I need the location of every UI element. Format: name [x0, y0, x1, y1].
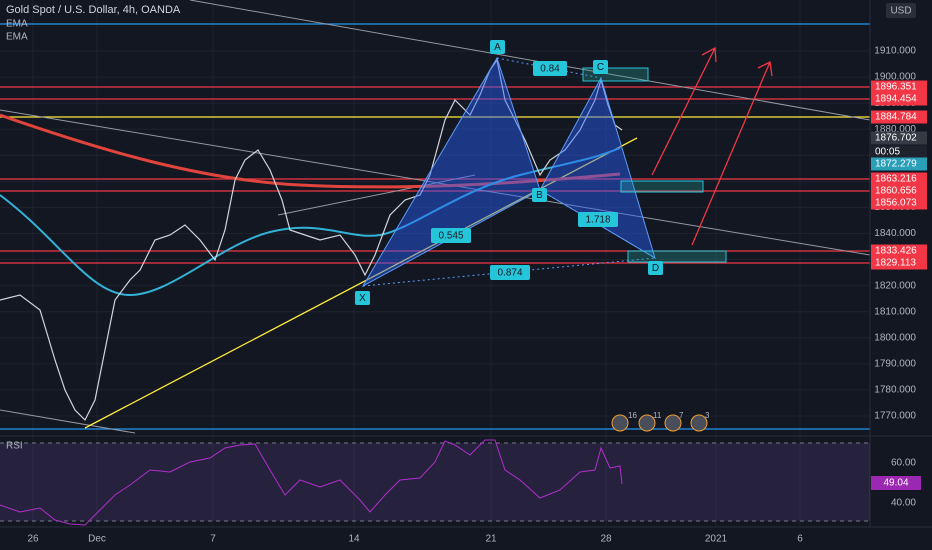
- price-label-box: [871, 145, 927, 159]
- time-ticks: 26 Dec 7 14 21 28 2021 6: [27, 534, 803, 545]
- time-tick: Dec: [88, 534, 106, 545]
- event-count: 16: [628, 411, 637, 420]
- events: 16 11 7 3: [611, 411, 710, 432]
- ema-slow: [0, 113, 621, 189]
- trend-line: [84, 137, 638, 429]
- price-label-box: [871, 256, 927, 270]
- price-label: 1829.113: [875, 258, 916, 269]
- rsi-value-box: [871, 476, 921, 490]
- price-tick: 1880.000: [874, 124, 916, 135]
- point-label: A: [494, 42, 501, 53]
- ratio-labels: 0.84 0.545 1.718 0.874: [431, 61, 618, 280]
- price-tick: 1810.000: [874, 306, 916, 317]
- time-tick: 6: [797, 534, 803, 545]
- price-tick: 1790.000: [874, 358, 916, 369]
- price-line: [0, 58, 623, 422]
- rsi-band: [0, 443, 870, 521]
- ratio-label: 1.718: [585, 215, 610, 226]
- price-label-box: [871, 172, 927, 186]
- time-tick: 28: [600, 534, 612, 545]
- event-count: 3: [705, 411, 710, 420]
- price-label: 1863.216: [875, 174, 917, 185]
- projection-arrows: [651, 46, 773, 246]
- price-label-box: [871, 131, 927, 145]
- price-label: 1833.426: [875, 246, 917, 257]
- ratio-label: 0.874: [497, 268, 522, 279]
- ratio-label: 0.545: [438, 231, 463, 242]
- price-label: 1894.454: [875, 94, 917, 105]
- price-label: 1876.702: [875, 133, 917, 144]
- price-tick: 1900.000: [874, 72, 916, 83]
- point-label: X: [359, 293, 366, 304]
- time-tick: 14: [348, 534, 360, 545]
- point-label: B: [536, 190, 543, 201]
- price-label: 1872.279: [875, 159, 917, 170]
- price-label-box: [871, 157, 927, 171]
- event-count: 11: [653, 411, 662, 420]
- resistance-lines: [0, 86, 870, 264]
- pattern-points: X A B C D: [355, 40, 663, 305]
- trend-lines: [0, 0, 871, 434]
- price-label-box: [871, 184, 927, 198]
- point-label: C: [597, 62, 604, 73]
- price-label: 1860.656: [875, 186, 917, 197]
- time-tick: 26: [27, 534, 39, 545]
- indicator-label: EMA: [6, 19, 28, 30]
- price-tick: 1840.000: [874, 228, 916, 239]
- time-tick: 2021: [705, 534, 728, 545]
- currency: USD: [890, 6, 911, 17]
- price-tick: 1780.000: [874, 385, 916, 396]
- point-label: D: [652, 263, 659, 274]
- indicator-label: EMA: [6, 32, 28, 43]
- price-tick: 1910.000: [874, 46, 916, 57]
- ema-fast: [0, 147, 621, 297]
- price-label-box: [871, 244, 927, 258]
- price-label-box: [871, 110, 927, 124]
- price-label: 1896.351: [875, 82, 917, 93]
- price-tick: 1770.000: [874, 411, 916, 422]
- rsi-tick: 40.00: [891, 498, 916, 509]
- time-tick: 21: [485, 534, 497, 545]
- price-label: 1856.073: [875, 198, 917, 209]
- price-label: 00:05: [875, 147, 900, 158]
- rsi-tick: 60.00: [891, 458, 916, 469]
- time-tick: 7: [210, 534, 216, 545]
- chart-title: Gold Spot / U.S. Dollar, 4h, OANDA: [6, 4, 181, 16]
- ratio-label: 0.84: [540, 64, 560, 75]
- target-box: [582, 67, 649, 82]
- event-count: 7: [679, 411, 684, 420]
- price-label-box: [871, 92, 927, 106]
- price-tick: 1800.000: [874, 332, 916, 343]
- target-box: [620, 180, 704, 193]
- currency-box: [886, 3, 916, 18]
- rsi-title: RSI: [6, 441, 23, 452]
- rsi-line: [0, 439, 623, 526]
- price-tick: 1820.000: [874, 280, 916, 291]
- price-label-box: [871, 196, 927, 210]
- rsi-value: 49.04: [883, 478, 908, 489]
- price-label: 1884.784: [875, 112, 917, 123]
- price-label-box: [871, 80, 927, 94]
- target-box: [627, 250, 727, 263]
